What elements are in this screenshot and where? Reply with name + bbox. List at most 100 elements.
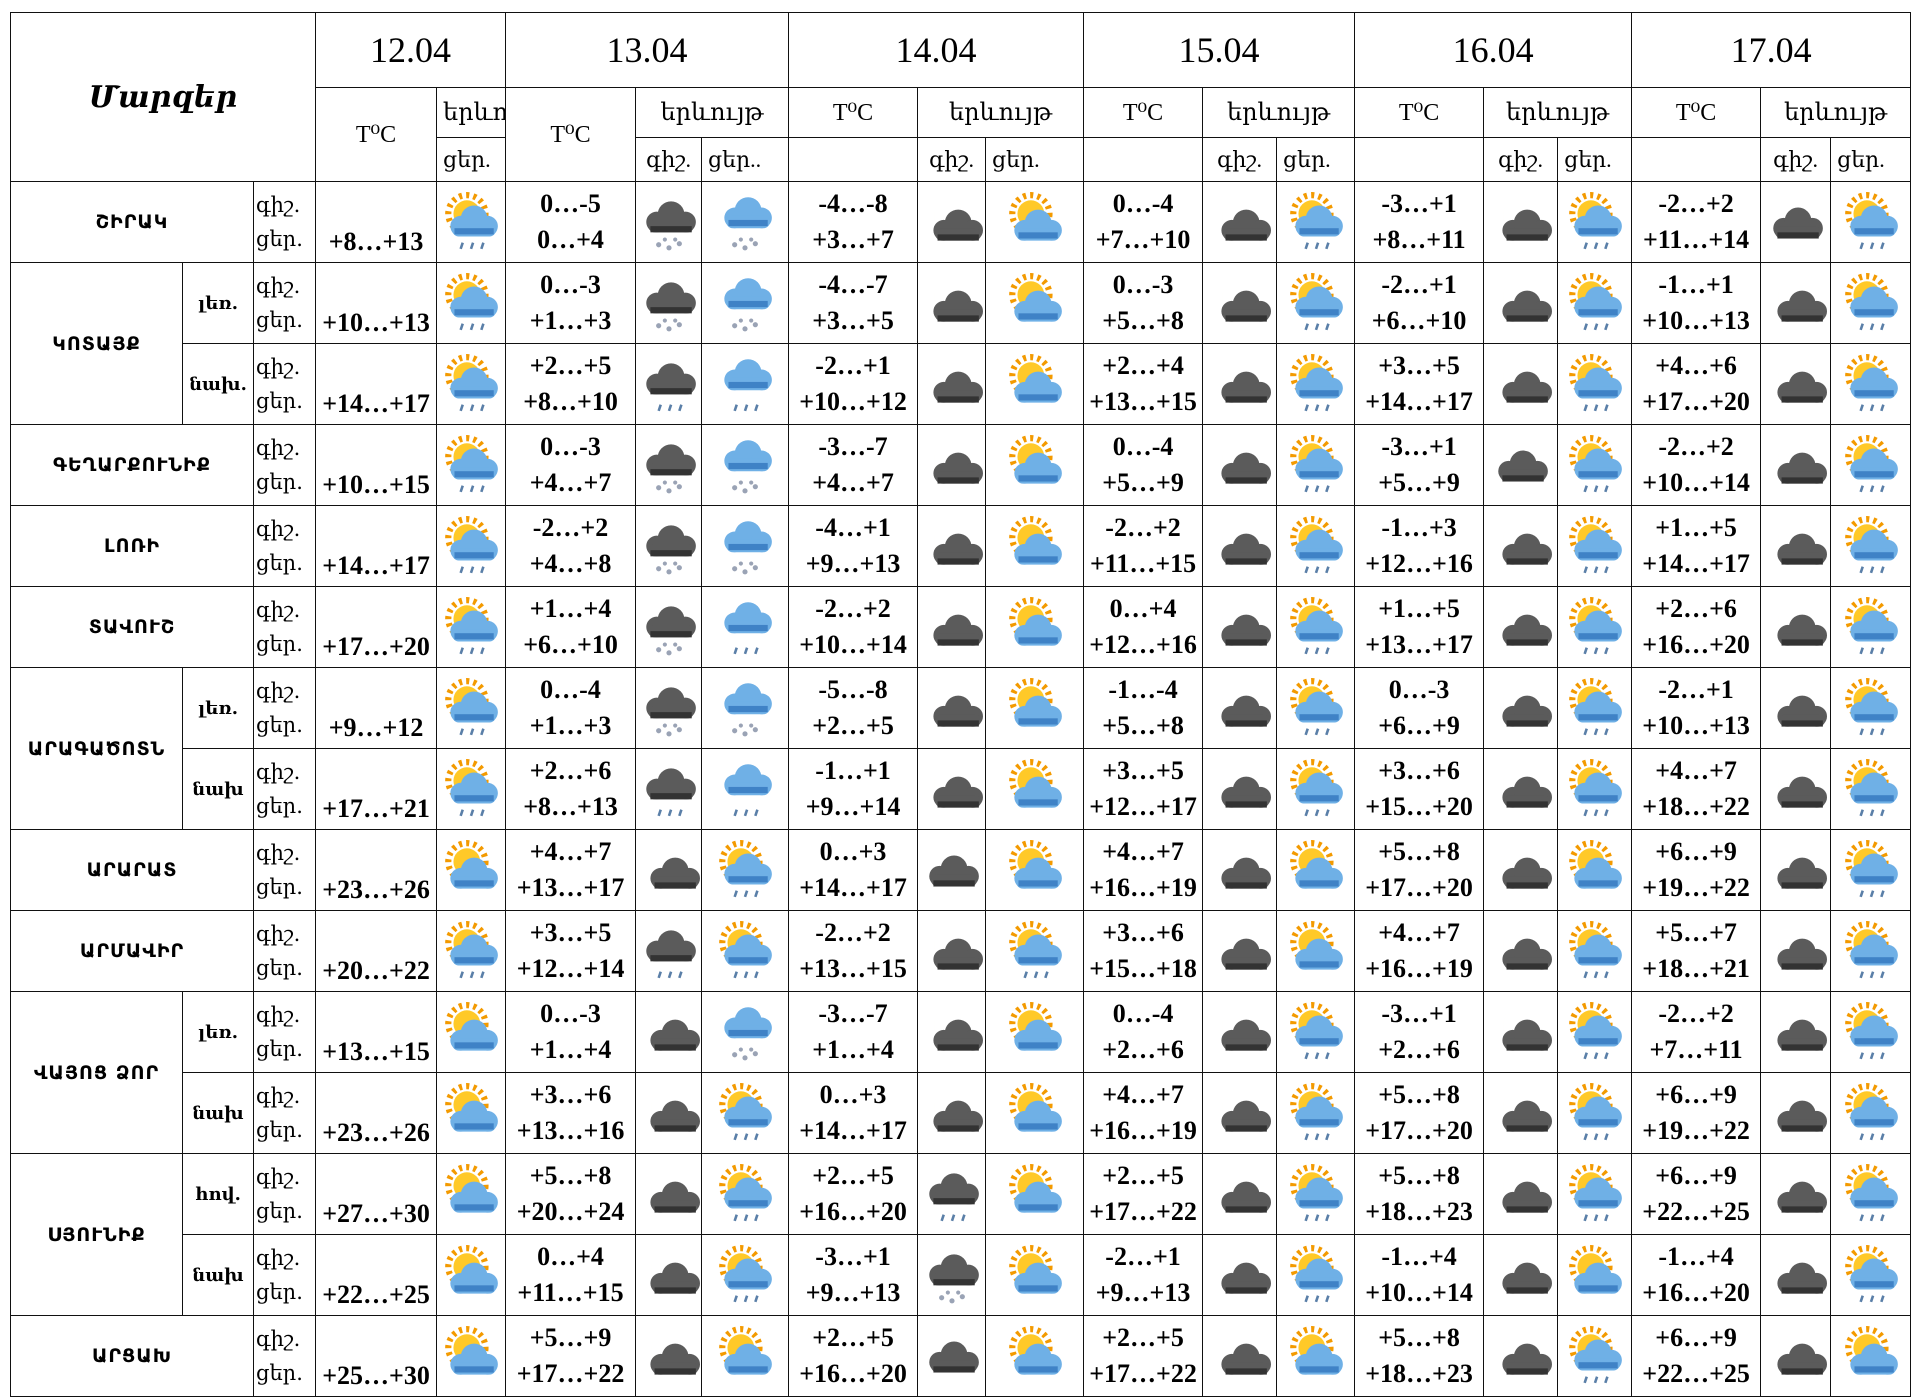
temperature-cell: -3…-7 +4…+7 — [788, 424, 919, 506]
region-name: ԱՐՄԱՎԻՐ — [10, 910, 254, 992]
night-temperature: 0…+4 — [1109, 594, 1177, 623]
weather-icon — [638, 839, 700, 901]
weather-icon — [1564, 758, 1626, 820]
day-temperature: +16…+20 — [1642, 630, 1750, 659]
weather-icon — [1564, 515, 1626, 577]
day-temperature: +15…+18 — [1089, 954, 1197, 983]
day-temperature: +2…+6 — [1378, 1035, 1460, 1064]
empty-cell — [788, 137, 919, 182]
weather-icon — [1004, 434, 1066, 496]
night-temperature: 0…-3 — [540, 270, 601, 299]
temperature-cell: -2…+2 +13…+15 — [788, 910, 919, 992]
data-row: ԿՈՏԱՅՔ լեռ. գիշ. ցեր. +10…+13 0…-3 +1…+3 -4…-7 +… — [10, 262, 1912, 425]
icon-cell — [917, 748, 987, 830]
weather-icon — [440, 191, 502, 253]
day-temperature: +18…+22 — [1642, 792, 1750, 821]
weather-icon — [440, 677, 502, 739]
weather-icon — [1285, 596, 1347, 658]
day-temperature: +11…+14 — [1642, 225, 1750, 254]
icon-cell — [1557, 1315, 1633, 1397]
weather-icon — [1765, 1001, 1827, 1063]
icon-cell — [985, 586, 1085, 668]
weather-icon — [1004, 677, 1066, 739]
weather-icon — [440, 353, 502, 415]
icon-cell — [1557, 910, 1633, 992]
day-label: ցեր. — [256, 1361, 303, 1385]
weather-icon — [440, 758, 502, 820]
sub-region: նախ — [182, 1234, 254, 1316]
temperature: +10…+13 — [315, 262, 438, 344]
weather-icon — [1564, 1001, 1626, 1063]
night-temperature: -2…+1 — [815, 351, 891, 380]
weather-icon — [1209, 434, 1271, 496]
icon-cell — [436, 262, 507, 344]
date: 12.04 — [315, 12, 507, 88]
night-temperature: -3…+1 — [815, 1242, 891, 1271]
day-temperature: +18…+23 — [1365, 1359, 1473, 1388]
icon-cell — [635, 424, 703, 506]
weather-icon — [1840, 1001, 1902, 1063]
weather-icon — [921, 1325, 983, 1387]
time-labels: գիշ. ցեր. — [252, 586, 317, 668]
weather-icon — [1209, 839, 1271, 901]
temperature-cell: -2…+1 +6…+10 — [1354, 262, 1485, 344]
icon-cell — [917, 586, 987, 668]
temperature-cell: -2…+1 +10…+13 — [1631, 667, 1762, 749]
temperature-cell: +4…+7 +16…+19 — [1083, 829, 1204, 911]
weather-icon — [440, 920, 502, 982]
icon-cell — [1760, 1072, 1832, 1154]
icon-cell — [1557, 343, 1633, 425]
phenomenon-label: երևույթ — [635, 87, 790, 138]
icon-cell — [701, 829, 790, 911]
icon-cell — [1276, 667, 1356, 749]
data-row: նախ գիշ. ցեր. +22…+25 0…+4 +11…+15 -3…+1 +9…+13… — [11, 1234, 1912, 1316]
weather-icon — [1004, 920, 1066, 982]
night-temperature: 0…-3 — [1388, 675, 1450, 704]
weather-icon — [1765, 353, 1827, 415]
weather-icon — [1765, 515, 1827, 577]
weather-icon — [440, 596, 502, 658]
weather-icon — [1209, 1082, 1271, 1144]
weather-icon — [1840, 1244, 1902, 1306]
icon-cell — [985, 991, 1085, 1073]
temperature-cell: 0…-3 +1…+4 — [505, 991, 637, 1073]
weather-icon — [921, 191, 983, 253]
night-temperature: -1…+3 — [1381, 513, 1457, 542]
icon-cell — [1760, 991, 1832, 1073]
weather-icon — [1209, 272, 1271, 334]
region-name: ՏԱՎՈՒՇ — [10, 586, 254, 668]
time-labels: գիշ. ցեր. — [252, 829, 317, 911]
temperature-cell: 0…+4 +11…+15 — [505, 1234, 637, 1316]
weather-icon — [1490, 596, 1552, 658]
weather-icon — [1490, 1244, 1552, 1306]
day-temperature: +13…+15 — [1089, 387, 1197, 416]
day-temperature: +3…+5 — [812, 306, 894, 335]
day-temperature: 0…+4 — [537, 225, 604, 254]
temperature-cell: -2…+1 +9…+13 — [1083, 1234, 1204, 1316]
region-name: ՎԱՅՈՑ ՁՈՐ — [10, 991, 183, 1154]
icon-cell — [436, 1072, 507, 1154]
temperature: +17…+20 — [315, 586, 438, 668]
icon-cell — [1276, 262, 1356, 344]
icon-cell — [1760, 1153, 1832, 1235]
temperature: +9…+12 — [315, 667, 438, 749]
weather-icon — [440, 272, 502, 334]
temperature-cell: -4…-8 +3…+7 — [788, 181, 919, 263]
weather-icon — [1004, 515, 1066, 577]
temperature-cell: +6…+9 +19…+22 — [1631, 1072, 1762, 1154]
temperature-cell: +6…+9 +22…+25 — [1631, 1153, 1762, 1235]
temperature-cell: 0…-3 +6…+9 — [1354, 667, 1485, 749]
data-row: նախ գիշ. ցեր. +17…+21 +2…+6 +8…+13 -1…+1 +9…+14… — [11, 748, 1912, 830]
night-label: գիշ. — [256, 760, 301, 784]
night-temperature: +5…+8 — [529, 1161, 612, 1190]
weather-icon — [1209, 920, 1271, 982]
night-temperature: -2…+2 — [532, 513, 609, 542]
weather-icon — [638, 191, 700, 253]
night-temperature: -2…+2 — [815, 918, 891, 947]
night-temperature: +6…+9 — [1655, 1080, 1737, 1109]
icon-cell — [436, 1315, 507, 1397]
night-temperature: +4…+7 — [1102, 1080, 1184, 1109]
region-name: ԱՐՑԱԽ — [10, 1315, 254, 1397]
icon-cell — [635, 505, 703, 587]
weather-icon — [1209, 596, 1271, 658]
